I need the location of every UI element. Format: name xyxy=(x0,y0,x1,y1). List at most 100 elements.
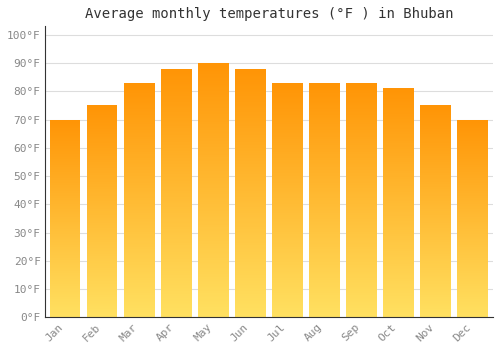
Bar xyxy=(384,306,414,307)
Bar xyxy=(161,117,192,118)
Bar xyxy=(346,97,376,98)
Bar xyxy=(161,257,192,258)
Bar xyxy=(87,272,118,273)
Bar xyxy=(346,188,376,190)
Bar xyxy=(161,125,192,126)
Bar xyxy=(458,192,488,193)
Bar xyxy=(124,312,154,313)
Bar xyxy=(272,163,302,164)
Bar xyxy=(458,185,488,186)
Bar xyxy=(87,151,118,152)
Bar xyxy=(50,249,80,250)
Bar xyxy=(198,64,228,65)
Bar xyxy=(310,273,340,274)
Bar xyxy=(272,117,302,118)
Bar xyxy=(87,284,118,285)
Bar xyxy=(346,110,376,111)
Bar xyxy=(124,187,154,188)
Bar xyxy=(272,299,302,300)
Bar xyxy=(420,265,451,266)
Bar xyxy=(87,232,118,233)
Bar xyxy=(272,289,302,290)
Bar xyxy=(272,138,302,139)
Bar xyxy=(384,262,414,264)
Bar xyxy=(272,141,302,143)
Bar xyxy=(87,209,118,210)
Bar xyxy=(236,135,266,136)
Bar xyxy=(272,181,302,183)
Bar xyxy=(161,212,192,213)
Bar xyxy=(346,241,376,243)
Bar xyxy=(458,288,488,289)
Bar xyxy=(198,105,228,106)
Bar xyxy=(346,194,376,195)
Bar xyxy=(87,289,118,290)
Bar xyxy=(198,310,228,311)
Bar xyxy=(458,274,488,275)
Bar xyxy=(420,225,451,226)
Bar xyxy=(236,116,266,117)
Bar xyxy=(50,179,80,180)
Bar xyxy=(124,301,154,302)
Bar xyxy=(161,217,192,218)
Bar xyxy=(272,105,302,106)
Bar xyxy=(458,245,488,246)
Bar xyxy=(272,248,302,250)
Bar xyxy=(198,91,228,92)
Bar xyxy=(272,192,302,193)
Bar xyxy=(272,203,302,204)
Bar xyxy=(198,135,228,137)
Bar xyxy=(198,119,228,120)
Bar xyxy=(346,233,376,234)
Bar xyxy=(458,124,488,125)
Bar xyxy=(458,171,488,172)
Bar xyxy=(346,295,376,296)
Bar xyxy=(310,316,340,317)
Bar xyxy=(198,128,228,129)
Bar xyxy=(384,157,414,158)
Bar xyxy=(124,132,154,133)
Bar xyxy=(236,130,266,131)
Bar xyxy=(161,204,192,205)
Bar xyxy=(198,251,228,253)
Bar xyxy=(310,92,340,93)
Bar xyxy=(310,179,340,180)
Bar xyxy=(87,194,118,195)
Bar xyxy=(420,281,451,282)
Bar xyxy=(124,84,154,85)
Bar xyxy=(198,111,228,113)
Bar xyxy=(272,155,302,157)
Bar xyxy=(124,141,154,143)
Bar xyxy=(50,232,80,233)
Bar xyxy=(384,229,414,230)
Bar xyxy=(384,250,414,251)
Bar xyxy=(50,262,80,263)
Bar xyxy=(50,247,80,248)
Bar xyxy=(346,215,376,217)
Bar xyxy=(161,158,192,160)
Bar xyxy=(87,269,118,270)
Bar xyxy=(124,257,154,258)
Bar xyxy=(161,240,192,241)
Bar xyxy=(198,230,228,231)
Bar xyxy=(458,158,488,159)
Bar xyxy=(272,186,302,187)
Bar xyxy=(272,302,302,303)
Bar xyxy=(420,153,451,154)
Bar xyxy=(161,276,192,278)
Bar xyxy=(384,300,414,301)
Bar xyxy=(236,152,266,153)
Bar xyxy=(272,100,302,101)
Bar xyxy=(50,218,80,219)
Bar xyxy=(384,150,414,152)
Bar xyxy=(310,282,340,284)
Bar xyxy=(272,262,302,264)
Bar xyxy=(310,126,340,127)
Bar xyxy=(87,265,118,266)
Bar xyxy=(198,195,228,197)
Bar xyxy=(420,126,451,127)
Bar xyxy=(87,168,118,169)
Bar xyxy=(310,94,340,96)
Bar xyxy=(124,183,154,184)
Bar xyxy=(384,128,414,130)
